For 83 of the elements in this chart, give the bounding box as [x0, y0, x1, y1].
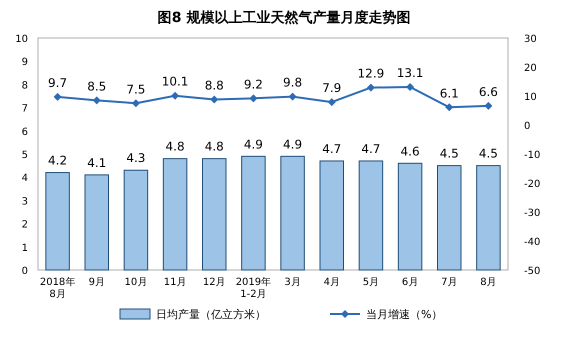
point [406, 83, 414, 92]
x-tick-label: 2019年 1-2月 [236, 276, 272, 300]
data-label: 4.9 [283, 137, 302, 152]
y-tick-label: 4 [22, 173, 28, 184]
data-label: 8.8 [204, 78, 224, 92]
x-tick-label: 6月 [402, 277, 418, 288]
x-tick-label: 4月 [324, 277, 340, 288]
legend-label: 当月增速（%） [366, 308, 442, 321]
data-label: 4.8 [166, 140, 185, 154]
point [92, 96, 101, 104]
data-label: 4.6 [400, 144, 420, 158]
data-label: 4.2 [48, 154, 68, 168]
data-label: 12.9 [358, 66, 384, 81]
data-label: 9.2 [244, 77, 263, 92]
chart-title: 图8 规模以上工业天然气产量月度走势图 [158, 9, 410, 26]
data-label: 13.1 [396, 66, 424, 80]
data-label: 4.5 [478, 146, 498, 161]
y-tick-label: 1 [22, 242, 28, 254]
data-label: 4.5 [440, 146, 459, 161]
bar [398, 162, 422, 270]
y2-tick-label: 0 [524, 121, 530, 132]
point [288, 92, 297, 101]
y-tick-label: 10 [15, 34, 28, 45]
y-tick-label: 9 [22, 57, 28, 68]
y-tick-label: 8 [22, 80, 28, 92]
bar [202, 158, 226, 270]
data-label: 9.7 [48, 76, 68, 90]
y-tick-label: 6 [22, 126, 28, 138]
y2-tick-label: -20 [524, 179, 540, 190]
data-label: 4.9 [244, 137, 263, 152]
y2-tick-label: -50 [524, 266, 540, 277]
y2-tick-label: -30 [524, 208, 540, 219]
bar [162, 158, 188, 270]
y2-tick-label: 10 [524, 92, 537, 103]
data-label: 10.1 [162, 74, 188, 89]
data-label: 4.7 [322, 142, 342, 156]
data-label: 4.8 [204, 140, 224, 154]
data-label: 6.1 [440, 86, 459, 100]
data-label: 4.7 [361, 142, 380, 156]
bar [45, 172, 70, 270]
x-tick-label: 10月 [124, 277, 148, 288]
y-tick-label: 2 [22, 220, 28, 231]
data-label: 6.6 [478, 84, 498, 99]
bar [437, 165, 462, 270]
data-label: 4.1 [87, 156, 106, 170]
bar [320, 160, 344, 270]
legend-label: 日均产量（亿立方米） [156, 308, 266, 321]
x-tick-label: 3月 [284, 277, 301, 288]
x-tick-label: 5月 [362, 277, 380, 288]
bar [84, 174, 109, 270]
y2-tick-label: 30 [524, 34, 537, 45]
x-tick-label: 2018年 8月 [40, 276, 76, 300]
point [171, 92, 180, 100]
y-tick-label: 5 [22, 150, 28, 161]
bar [241, 156, 266, 270]
point [366, 84, 375, 92]
point [484, 102, 492, 110]
x-tick-label: 11月 [164, 277, 186, 288]
x-tick-label: 9月 [88, 277, 105, 288]
bar [280, 156, 305, 270]
point [445, 103, 454, 112]
data-label: 7.5 [126, 82, 146, 96]
point [132, 99, 140, 108]
data-label: 7.9 [322, 81, 342, 96]
bar [124, 170, 148, 270]
data-label: 4.3 [126, 151, 146, 166]
y2-tick-label: 20 [524, 63, 537, 74]
x-tick-label: 7月 [441, 277, 458, 288]
point [54, 92, 62, 101]
y-tick-label: 3 [22, 196, 28, 208]
point [210, 95, 218, 104]
bar [476, 165, 501, 270]
point [328, 98, 336, 106]
y-tick-label: 7 [22, 104, 28, 115]
x-tick-label: 8月 [480, 277, 497, 288]
bar [358, 160, 384, 270]
y2-tick-label: -40 [524, 237, 540, 248]
y2-tick-label: -10 [524, 150, 540, 161]
point [249, 94, 258, 102]
data-label: 9.8 [283, 76, 302, 90]
y-tick-label: 0 [22, 266, 28, 277]
x-tick-label: 12月 [202, 277, 226, 288]
data-label: 8.5 [87, 79, 106, 94]
